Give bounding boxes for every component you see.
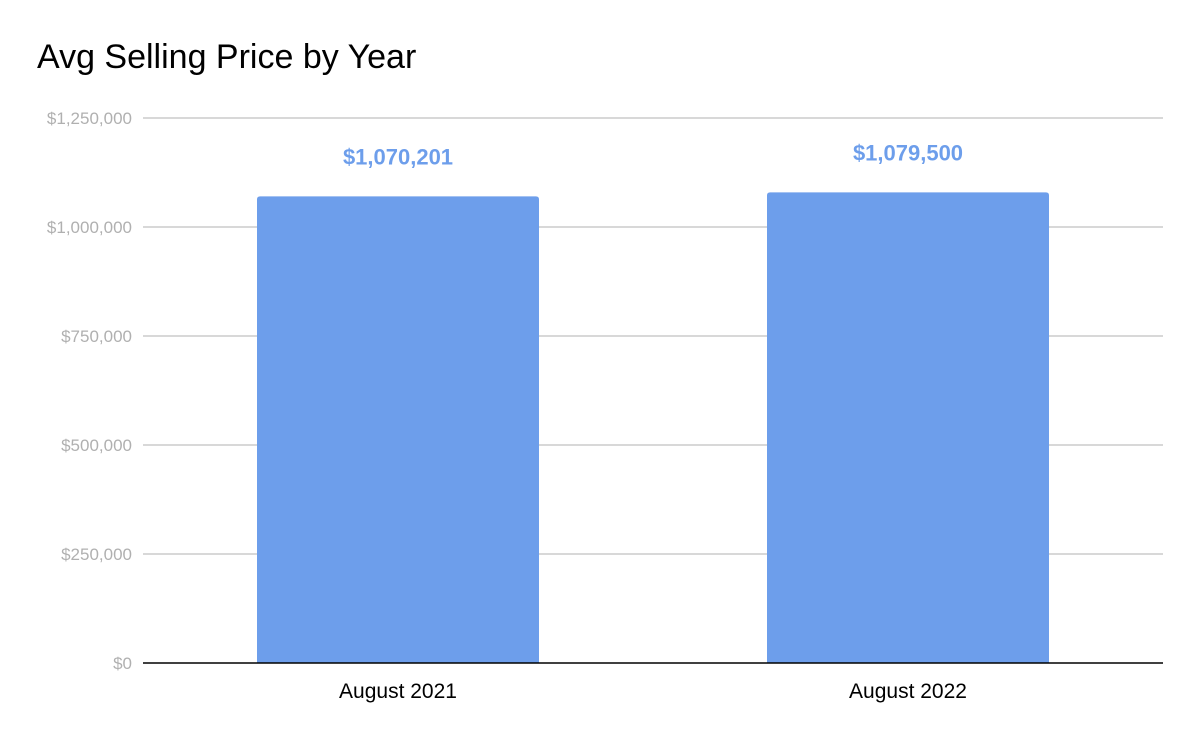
data-label: $1,070,201: [343, 144, 453, 169]
y-axis-ticks: $0 $250,000 $500,000 $750,000 $1,000,000 $1,2…: [47, 109, 132, 673]
x-category-label: August 2022: [849, 680, 967, 703]
y-tick-label: $250,000: [61, 545, 132, 564]
bars: [257, 192, 1049, 663]
bar: [767, 192, 1049, 663]
y-tick-label: $750,000: [61, 327, 132, 346]
x-axis-categories: August 2021 August 2022: [339, 680, 967, 703]
data-labels: $1,070,201 $1,079,500: [343, 140, 963, 169]
y-tick-label: $0: [113, 654, 132, 673]
y-tick-label: $1,000,000: [47, 218, 132, 237]
data-label: $1,079,500: [853, 140, 963, 165]
bar: [257, 196, 539, 663]
x-category-label: August 2021: [339, 680, 457, 703]
chart-title: Avg Selling Price by Year: [37, 38, 417, 76]
y-tick-label: $1,250,000: [47, 109, 132, 128]
y-tick-label: $500,000: [61, 436, 132, 455]
